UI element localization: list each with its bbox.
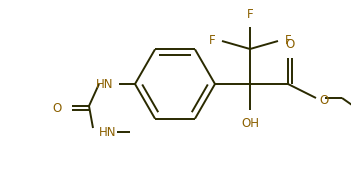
Text: O: O [285,38,294,51]
Text: O: O [319,93,328,107]
Text: F: F [247,8,253,21]
Text: O: O [53,101,62,115]
Text: F: F [208,35,215,47]
Text: F: F [285,35,292,47]
Text: OH: OH [241,117,259,130]
Text: HN: HN [99,125,117,138]
Text: HN: HN [95,78,113,90]
